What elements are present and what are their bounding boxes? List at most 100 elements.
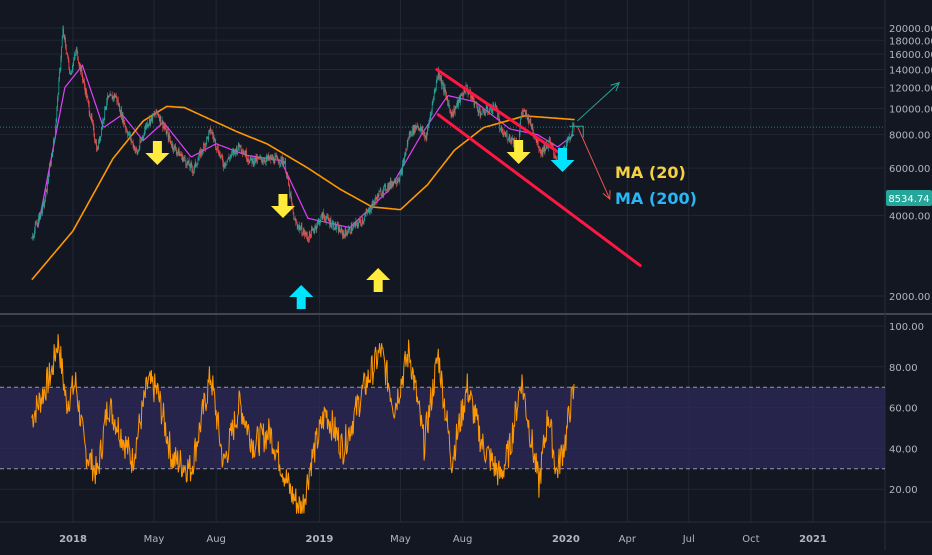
candle-body xyxy=(189,165,191,168)
candle-body xyxy=(531,124,532,129)
candle-body xyxy=(477,106,478,111)
projection-bearish[interactable] xyxy=(576,126,611,200)
candle-body xyxy=(81,67,83,75)
candle-body xyxy=(65,47,67,54)
candle-body xyxy=(72,63,74,69)
trend-line-lower[interactable] xyxy=(436,113,642,267)
price-tick-label: 12000.00 xyxy=(889,83,932,94)
candle-body xyxy=(523,109,525,111)
candle-body xyxy=(64,35,66,41)
candle-body xyxy=(478,107,480,113)
candle-body xyxy=(201,149,203,152)
candle-body xyxy=(366,211,368,213)
candle-body xyxy=(252,157,254,165)
candle-body xyxy=(262,161,264,163)
candle-body xyxy=(236,147,238,153)
candle-body xyxy=(111,95,113,100)
candle-body xyxy=(238,143,239,150)
arrow-up-cyan-3[interactable] xyxy=(289,285,314,309)
candle-body xyxy=(221,155,222,156)
candle-body xyxy=(528,114,530,123)
candle-body xyxy=(387,185,389,190)
candle-body xyxy=(59,68,61,72)
candle-body xyxy=(284,161,286,162)
candle-body xyxy=(407,139,409,145)
candle-body xyxy=(556,157,557,161)
candle-body xyxy=(521,111,523,113)
candle-body xyxy=(212,132,214,136)
candle-body xyxy=(250,156,252,159)
candle-body xyxy=(504,132,505,135)
candle-body xyxy=(155,109,157,115)
candle-body xyxy=(330,219,332,227)
candle-body xyxy=(318,220,320,221)
candle-body xyxy=(300,225,302,229)
candle-body xyxy=(335,227,337,229)
candle-body xyxy=(325,218,327,222)
candle-body xyxy=(295,220,297,223)
arrow-down-yellow-5[interactable] xyxy=(506,140,531,164)
candle-body xyxy=(331,226,332,228)
candle-body xyxy=(227,157,229,160)
arrow-down-yellow-1[interactable] xyxy=(145,141,170,165)
candle-body xyxy=(458,99,459,106)
candle-body xyxy=(65,40,66,48)
candle-body xyxy=(100,135,102,137)
arrow-down-cyan-6[interactable] xyxy=(550,148,575,172)
candle-body xyxy=(483,112,485,115)
candle-body xyxy=(323,212,324,216)
candle-body xyxy=(483,109,484,113)
candle-body xyxy=(135,148,137,150)
candle-body xyxy=(287,175,289,178)
candle-body xyxy=(340,228,342,233)
candle-body xyxy=(389,182,391,187)
candle-body xyxy=(155,114,156,116)
candle-body xyxy=(451,112,453,117)
candle-body xyxy=(214,138,216,140)
projection-bullish[interactable] xyxy=(577,82,620,122)
trend-line-upper[interactable] xyxy=(435,68,560,154)
candle-body xyxy=(136,150,138,155)
candle-body xyxy=(139,141,141,149)
candle-body xyxy=(240,145,242,151)
candle-body xyxy=(426,134,428,141)
candle-body xyxy=(294,219,295,220)
candle-body xyxy=(176,152,178,154)
candle-body xyxy=(97,148,99,149)
candle-body xyxy=(55,119,57,129)
candle-body xyxy=(122,113,124,124)
arrow-up-yellow-4[interactable] xyxy=(366,268,391,292)
candle-body xyxy=(266,156,268,159)
candle-body xyxy=(566,139,568,143)
candle-body xyxy=(53,140,54,153)
candle-body xyxy=(491,105,492,113)
candle-body xyxy=(67,55,69,62)
candle-body xyxy=(213,135,214,139)
candle-body xyxy=(507,139,509,141)
candle-body xyxy=(398,179,400,182)
candle-body xyxy=(49,163,51,167)
candle-body xyxy=(87,96,89,101)
time-tick-label: Aug xyxy=(206,534,226,545)
candle-body xyxy=(397,180,399,182)
candle-body xyxy=(340,231,341,233)
candle-body xyxy=(228,157,230,158)
candle-body xyxy=(211,132,212,134)
candle-body xyxy=(527,114,529,120)
candle-body xyxy=(495,104,497,106)
candle-body xyxy=(325,219,326,222)
candle-body xyxy=(274,156,276,164)
candle-body xyxy=(408,132,410,140)
candle-body xyxy=(88,100,89,105)
candle-body xyxy=(306,232,307,236)
candle-body xyxy=(265,158,267,163)
candle-body xyxy=(285,161,287,173)
candle-body xyxy=(162,120,164,129)
candle-body xyxy=(500,128,502,130)
candle-body xyxy=(456,105,457,107)
arrow-down-yellow-2[interactable] xyxy=(270,194,295,218)
candle-body xyxy=(169,134,170,140)
candle-body xyxy=(437,70,439,77)
candle-body xyxy=(486,106,488,109)
